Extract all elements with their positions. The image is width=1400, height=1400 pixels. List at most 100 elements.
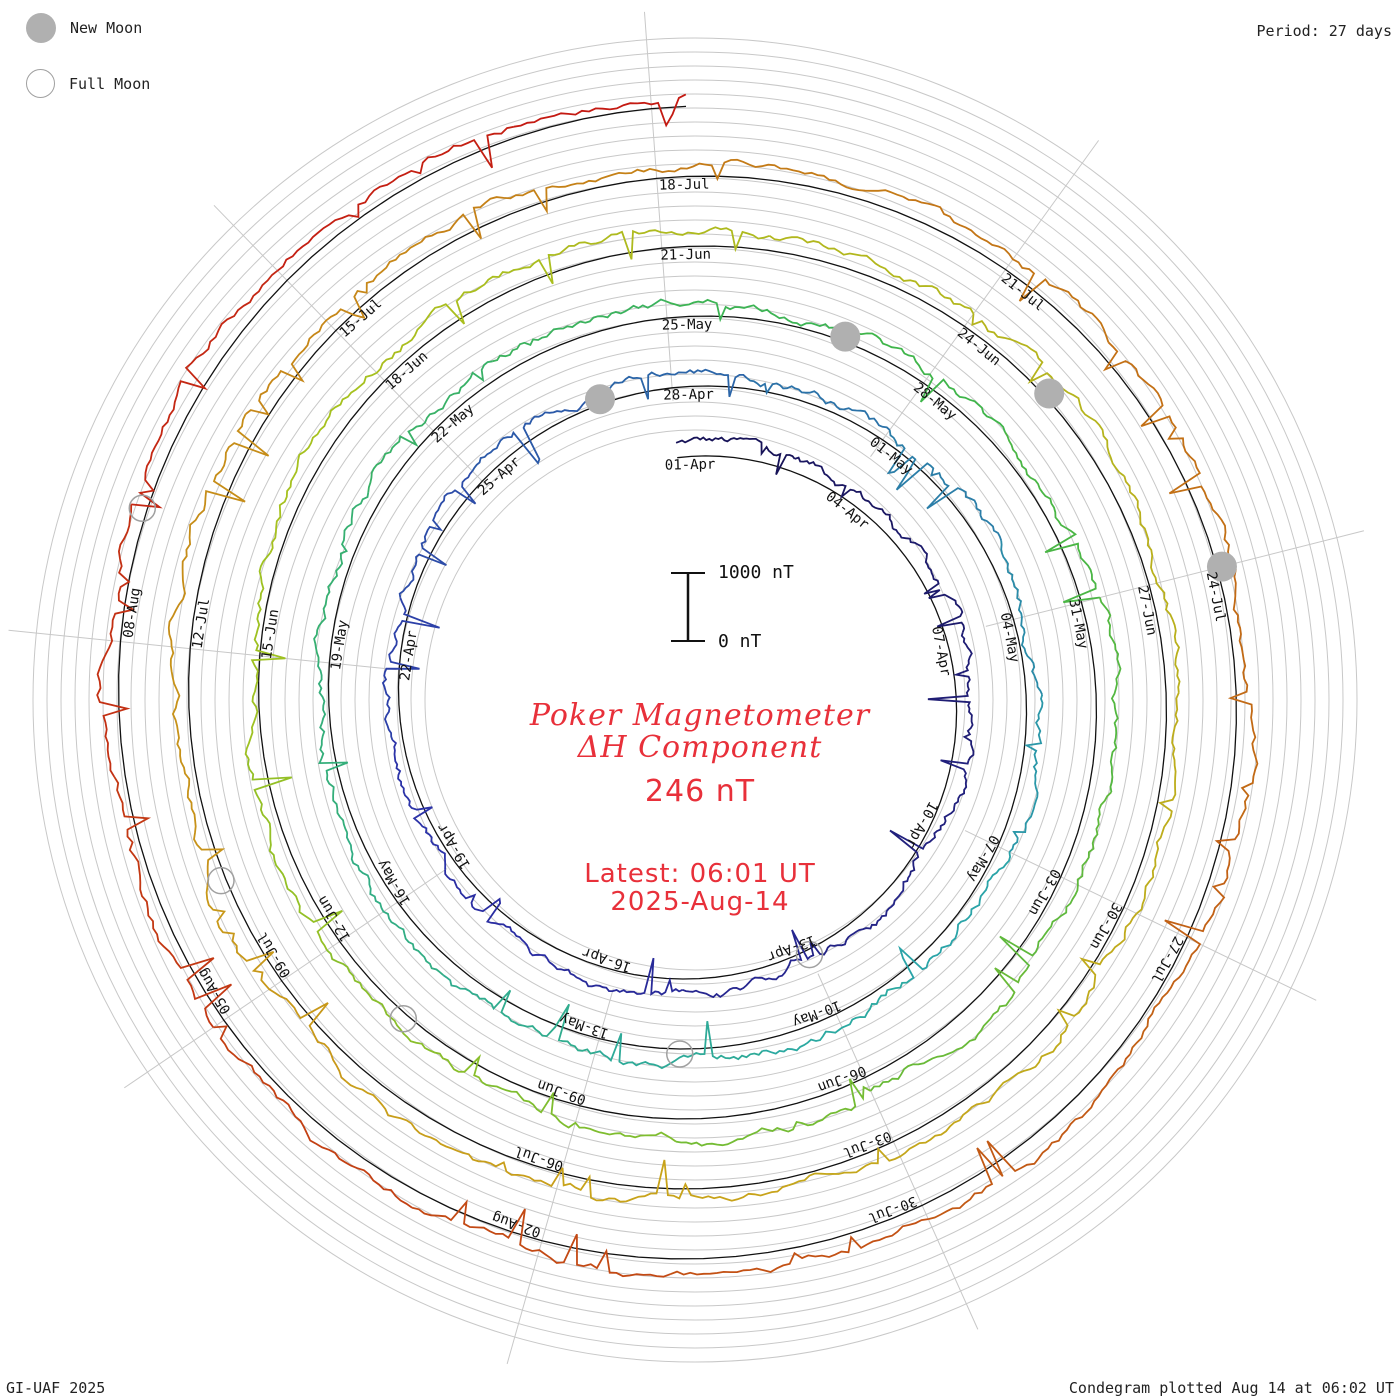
- trace-segment: [665, 298, 848, 334]
- trace-segment: [682, 929, 811, 999]
- grid-ring: [144, 149, 1246, 1251]
- date-label: 21-Jul: [998, 271, 1047, 315]
- grid-ring: [270, 275, 1120, 1125]
- date-label: 07-Apr: [928, 625, 954, 678]
- trace-segment: [131, 269, 279, 509]
- trace-segment: [269, 371, 378, 554]
- grid-ring: [32, 37, 1358, 1363]
- full-moon-marker: [128, 494, 157, 522]
- grid-ring: [326, 331, 1064, 1069]
- trace-segment: [746, 377, 891, 431]
- date-label: 24-Jun: [954, 325, 1003, 369]
- grid-ring: [368, 373, 1022, 1027]
- trace-segment: [675, 1078, 872, 1147]
- trace-segment: [762, 979, 911, 1055]
- date-label: 28-May: [910, 380, 959, 424]
- trace-segment: [247, 758, 343, 951]
- date-label: 25-May: [662, 317, 713, 334]
- date-spoke: [985, 530, 1365, 627]
- chart-title-line1: Poker Magnetometer: [529, 698, 871, 733]
- grid-ring: [354, 359, 1036, 1041]
- grid-ring: [298, 303, 1092, 1097]
- latest-date: 2025-Aug-14: [610, 887, 790, 917]
- trace-segment: [548, 957, 683, 996]
- trace-segment: [669, 1218, 929, 1276]
- trace-segment: [442, 974, 596, 1055]
- trace-segment: [1227, 563, 1259, 821]
- trace-segment: [513, 93, 687, 128]
- trace-segment: [999, 791, 1113, 971]
- credit-label: GI-UAF 2025: [6, 1379, 106, 1397]
- trace-segment: [96, 504, 136, 778]
- plotted-timestamp: Condegram plotted Aug 14 at 06:02 UT: [1068, 1379, 1394, 1397]
- grid-ring: [312, 317, 1078, 1083]
- latest-time: Latest: 06:01 UT: [584, 859, 816, 889]
- full-moon-marker: [666, 1040, 694, 1068]
- trace-segment: [1123, 475, 1181, 693]
- date-label: 12-Jul: [190, 597, 214, 649]
- grid-ring: [116, 121, 1274, 1279]
- chart-title-line2: ΔH Component: [577, 730, 823, 765]
- trace-segment: [167, 413, 270, 647]
- trace-segment: [391, 739, 447, 870]
- grid-ring: [46, 51, 1344, 1349]
- grid-ring: [284, 289, 1106, 1111]
- grid-ring: [102, 107, 1288, 1293]
- date-spoke: [870, 140, 1100, 457]
- legend-new-moon-label: New Moon: [70, 19, 143, 37]
- data-traces: [96, 93, 1259, 1278]
- full-moon-icon: [26, 69, 55, 98]
- trace-segment: [598, 368, 748, 400]
- trace-segment: [313, 491, 370, 662]
- trace-segment: [769, 235, 975, 315]
- trace-segment: [675, 436, 796, 476]
- new-moon-icon: [26, 13, 56, 43]
- trace-segment: [898, 851, 1012, 981]
- turn-baselines: [118, 105, 1237, 1260]
- date-spoke: [964, 830, 1317, 1001]
- trace-segment: [846, 331, 1006, 433]
- new-moon-marker: [830, 321, 861, 352]
- current-value: 246 nT: [644, 774, 756, 809]
- trace-segment: [381, 597, 440, 741]
- trace-segment: [345, 832, 444, 976]
- trace-segment: [787, 1091, 997, 1187]
- date-spoke: [124, 868, 448, 1089]
- trace-segment: [481, 1081, 677, 1143]
- trace-segment: [169, 646, 226, 886]
- trace-segment: [367, 360, 493, 493]
- new-moon-marker: [1206, 551, 1237, 582]
- trace-segment: [420, 167, 657, 243]
- trace-segment: [794, 456, 894, 530]
- trace-segment: [345, 1080, 564, 1188]
- new-moon-marker: [584, 384, 615, 415]
- trace-segment: [1004, 431, 1101, 604]
- trace-segment: [902, 195, 1110, 343]
- trace-segment: [326, 949, 483, 1083]
- full-moon-marker: [207, 866, 235, 895]
- baseline-spiral: [118, 105, 1237, 1260]
- trace-segment: [276, 125, 515, 272]
- grid-ring: [424, 429, 966, 971]
- grid-ring: [88, 93, 1302, 1307]
- full-moon-marker: [389, 1004, 418, 1033]
- grid-ring: [60, 65, 1330, 1335]
- trace-segment: [444, 869, 550, 963]
- trace-segment: [928, 1053, 1131, 1220]
- grid-ring: [410, 415, 980, 985]
- full-moon-marker: [795, 940, 824, 969]
- date-label: 21-Jun: [660, 247, 711, 264]
- date-label: 15-Jun: [259, 608, 283, 660]
- scale-top-label: 1000 nT: [718, 562, 794, 583]
- polar-grid: [32, 37, 1358, 1363]
- date-label: 19-May: [328, 619, 352, 671]
- legend-full-moon: Full Moon: [26, 69, 150, 98]
- trace-segment: [927, 631, 975, 761]
- trace-segment: [594, 1021, 764, 1070]
- trace-segment: [1129, 820, 1241, 1055]
- grid-ring: [256, 261, 1134, 1139]
- grid-ring: [214, 219, 1176, 1181]
- trace-segment: [205, 885, 347, 1082]
- trace-segment: [1136, 692, 1180, 915]
- grid-ring: [158, 163, 1232, 1237]
